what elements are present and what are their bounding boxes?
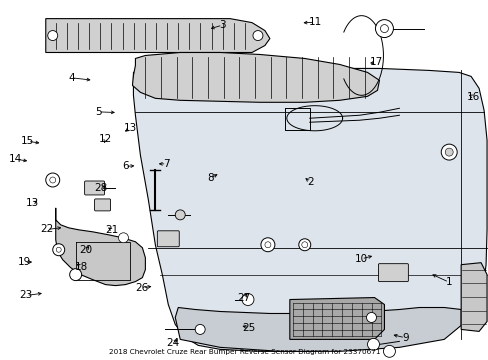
Circle shape (380, 24, 387, 32)
Circle shape (261, 238, 274, 252)
Circle shape (175, 210, 185, 220)
Circle shape (366, 312, 376, 323)
Text: 26: 26 (135, 283, 148, 293)
Text: 9: 9 (401, 333, 408, 343)
FancyBboxPatch shape (94, 199, 110, 211)
Polygon shape (460, 263, 486, 332)
Polygon shape (175, 307, 460, 351)
Circle shape (56, 247, 61, 252)
Text: 3: 3 (219, 20, 225, 30)
Circle shape (118, 233, 128, 243)
Circle shape (298, 239, 310, 251)
Text: 14: 14 (9, 154, 22, 164)
Text: 17: 17 (368, 57, 382, 67)
Circle shape (301, 242, 307, 248)
Circle shape (48, 31, 58, 41)
Text: 22: 22 (41, 225, 54, 234)
Circle shape (444, 148, 452, 156)
Text: 19: 19 (18, 257, 31, 267)
Text: 15: 15 (21, 136, 34, 146)
Text: 12: 12 (99, 134, 112, 144)
Text: 23: 23 (20, 291, 33, 301)
Text: 5: 5 (95, 107, 102, 117)
Text: 8: 8 (206, 173, 213, 183)
Circle shape (195, 324, 205, 334)
Text: 4: 4 (68, 73, 75, 83)
Circle shape (50, 177, 56, 183)
Text: 18: 18 (75, 262, 88, 272)
Text: 27: 27 (236, 293, 250, 303)
Text: 13: 13 (123, 123, 136, 133)
Text: 2: 2 (306, 177, 313, 187)
Circle shape (242, 293, 253, 306)
Text: 28: 28 (94, 183, 107, 193)
Text: 11: 11 (308, 17, 321, 27)
Text: 2018 Chevrolet Cruze Rear Bumper Reverse Sensor Diagram for 23370671: 2018 Chevrolet Cruze Rear Bumper Reverse… (108, 349, 380, 355)
Circle shape (69, 269, 81, 280)
Circle shape (252, 31, 263, 41)
Text: 7: 7 (163, 159, 169, 169)
Circle shape (53, 244, 64, 256)
Polygon shape (132, 53, 379, 102)
Text: 10: 10 (354, 254, 367, 264)
Circle shape (440, 144, 456, 160)
Circle shape (367, 338, 379, 350)
Circle shape (46, 173, 60, 187)
Polygon shape (289, 298, 384, 339)
FancyBboxPatch shape (378, 264, 407, 282)
Circle shape (383, 345, 395, 357)
Text: 21: 21 (105, 225, 119, 235)
Circle shape (375, 20, 393, 37)
Text: 20: 20 (80, 245, 93, 255)
Text: 24: 24 (165, 338, 179, 348)
Text: 13: 13 (26, 198, 39, 208)
Polygon shape (133, 68, 486, 351)
Circle shape (264, 242, 270, 248)
Text: 1: 1 (445, 277, 451, 287)
Text: 6: 6 (122, 161, 128, 171)
FancyBboxPatch shape (157, 231, 179, 247)
Polygon shape (56, 208, 145, 285)
Text: 25: 25 (242, 323, 256, 333)
Polygon shape (46, 19, 269, 53)
FancyBboxPatch shape (84, 181, 104, 195)
Text: 16: 16 (466, 92, 479, 102)
